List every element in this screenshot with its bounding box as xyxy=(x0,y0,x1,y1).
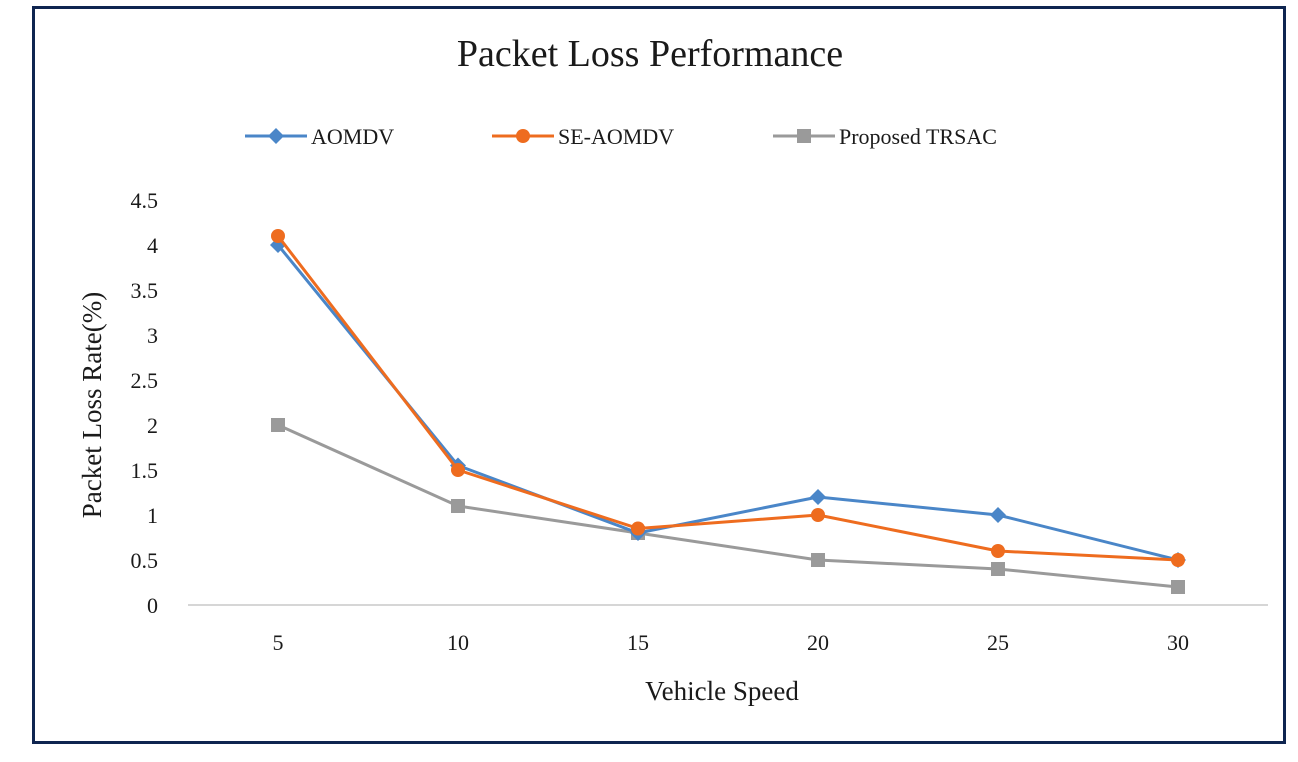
y-tick-label: 3 xyxy=(147,323,158,348)
y-tick-label: 4.5 xyxy=(131,188,159,213)
legend-label: Proposed TRSAC xyxy=(839,124,997,149)
data-point-se-aomdv xyxy=(451,463,465,477)
y-tick-label: 1.5 xyxy=(131,458,159,483)
x-tick-label: 30 xyxy=(1167,630,1189,655)
x-axis-ticks: 5 10 15 20 25 30 xyxy=(273,630,1190,655)
data-point-se-aomdv xyxy=(1171,553,1185,567)
data-point-proposed-trsac xyxy=(811,553,825,567)
series-proposed-trsac xyxy=(271,418,1185,594)
y-tick-label: 0.5 xyxy=(131,548,159,573)
data-point-aomdv xyxy=(990,507,1006,523)
x-tick-label: 25 xyxy=(987,630,1009,655)
series-se-aomdv xyxy=(271,229,1185,567)
chart-frame xyxy=(32,6,1286,744)
legend-label: SE-AOMDV xyxy=(558,124,674,149)
data-point-se-aomdv xyxy=(271,229,285,243)
legend-label: AOMDV xyxy=(311,124,394,149)
y-tick-label: 0 xyxy=(147,593,158,618)
legend-marker-diamond-icon xyxy=(268,128,284,144)
series-line-aomdv xyxy=(276,244,1179,562)
x-tick-label: 10 xyxy=(447,630,469,655)
data-point-aomdv xyxy=(810,489,826,505)
y-axis-label: Packet Loss Rate(%) xyxy=(77,292,107,518)
y-tick-label: 4 xyxy=(147,233,158,258)
series-group xyxy=(270,229,1186,594)
x-tick-label: 5 xyxy=(273,630,284,655)
chart-title: Packet Loss Performance xyxy=(457,33,843,75)
series-line-proposed-trsac xyxy=(277,423,1179,589)
x-axis-label: Vehicle Speed xyxy=(645,676,799,706)
legend: AOMDV SE-AOMDV Proposed TRSAC xyxy=(245,124,997,149)
legend-marker-circle-icon xyxy=(516,129,530,143)
y-tick-label: 2.5 xyxy=(131,368,159,393)
data-point-proposed-trsac xyxy=(1171,580,1185,594)
legend-item-proposed-trsac: Proposed TRSAC xyxy=(773,124,997,149)
legend-item-aomdv: AOMDV xyxy=(245,124,394,149)
x-tick-label: 20 xyxy=(807,630,829,655)
legend-item-se-aomdv: SE-AOMDV xyxy=(492,124,674,149)
legend-marker-square-icon xyxy=(797,129,811,143)
data-point-se-aomdv xyxy=(991,544,1005,558)
y-tick-label: 1 xyxy=(147,503,158,528)
y-tick-label: 3.5 xyxy=(131,278,159,303)
data-point-proposed-trsac xyxy=(991,562,1005,576)
series-line-se-aomdv xyxy=(276,235,1179,562)
data-point-se-aomdv xyxy=(811,508,825,522)
y-tick-label: 2 xyxy=(147,413,158,438)
x-tick-label: 15 xyxy=(627,630,649,655)
y-axis-ticks: 0 0.5 1 1.5 2 2.5 3 3.5 4 4.5 xyxy=(131,188,159,618)
data-point-proposed-trsac xyxy=(451,499,465,513)
data-point-se-aomdv xyxy=(631,521,645,536)
data-point-proposed-trsac xyxy=(271,418,285,432)
